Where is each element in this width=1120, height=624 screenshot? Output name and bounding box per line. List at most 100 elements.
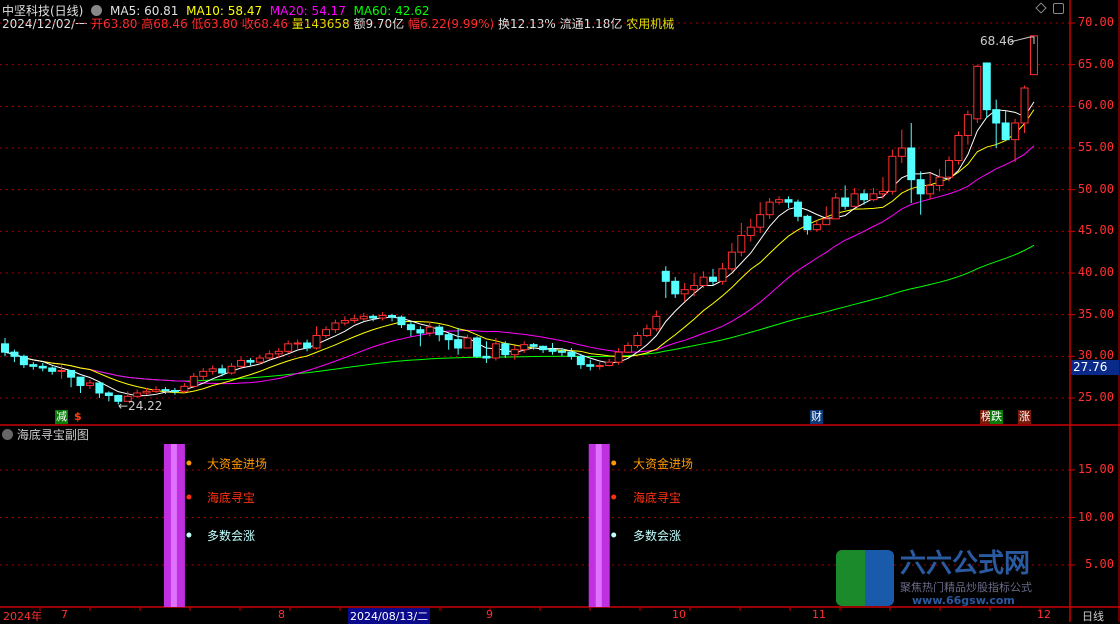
ma60-line xyxy=(4,244,1035,382)
candle-up xyxy=(652,315,661,330)
candle-up xyxy=(491,343,500,359)
candle-down xyxy=(473,337,481,357)
candle-down xyxy=(557,350,566,353)
candle-up xyxy=(973,65,982,120)
candle-up xyxy=(812,224,821,231)
candle-down xyxy=(388,314,397,318)
signal-dot xyxy=(186,460,192,466)
ma5-value: MA5: 60.81 xyxy=(110,4,179,18)
candle-up xyxy=(142,390,151,394)
quote-turnover: 换12.13% xyxy=(498,17,556,31)
chart-header-quote: 2024/12/02/一 开63.80 高68.46 低63.80 收68.46… xyxy=(2,15,674,32)
candle-down xyxy=(860,193,869,201)
candle-down xyxy=(369,315,378,319)
candle-up xyxy=(945,159,953,178)
signal-dot xyxy=(611,494,617,500)
current-price-marker: 27.76 xyxy=(1071,360,1119,375)
subchart-name: 海底寻宝副图 xyxy=(16,428,89,442)
candle-up xyxy=(954,134,963,161)
candle-down xyxy=(916,179,925,195)
candle-up xyxy=(680,289,689,295)
marker-die[interactable]: 跌 xyxy=(990,410,1003,424)
candle-up xyxy=(926,184,935,195)
marker-jian[interactable]: 减 xyxy=(55,410,68,424)
quote-low: 低63.80 xyxy=(191,17,238,31)
price-tick-label: 40.00 xyxy=(1077,264,1114,279)
candle-up xyxy=(331,322,340,331)
max-arrow xyxy=(1009,36,1035,44)
candle-down xyxy=(501,343,510,356)
marker-bang[interactable]: 榜 xyxy=(980,410,993,424)
date-cursor: 2024/08/13/二 xyxy=(348,608,431,624)
ma5-line xyxy=(4,101,1035,397)
candle-up xyxy=(321,329,330,336)
candle-down xyxy=(444,334,453,341)
signal-dot xyxy=(186,532,192,538)
signal-dot xyxy=(186,494,192,500)
candle-up xyxy=(123,395,132,402)
marker-dollar[interactable]: $ xyxy=(74,410,82,423)
candle-up xyxy=(690,284,699,291)
candle-down xyxy=(529,344,538,347)
sub-tick-label: 15.00 xyxy=(1077,462,1114,476)
watermark-url: www.66gsw.com xyxy=(912,594,1015,607)
price-tick-label: 30.00 xyxy=(1077,348,1114,363)
candle-down xyxy=(303,342,312,349)
candle-up xyxy=(265,353,274,359)
candle-down xyxy=(992,109,1001,124)
watermark-logo xyxy=(836,550,894,606)
subchart-title[interactable]: 海底寻宝副图 xyxy=(2,426,89,443)
signal-label-rise: 多数会涨 xyxy=(633,529,682,543)
candle-up xyxy=(642,328,651,336)
price-tick-label: 25.00 xyxy=(1077,389,1114,404)
price-tick-label: 65.00 xyxy=(1077,56,1114,71)
price-tick-label: 50.00 xyxy=(1077,181,1114,196)
candle-up xyxy=(208,368,217,372)
period-selector[interactable]: 日线 xyxy=(1082,610,1104,623)
dropdown-icon[interactable] xyxy=(91,5,103,16)
quote-float: 流通1.18亿 xyxy=(559,17,623,31)
quote-sector[interactable]: 农用机械 xyxy=(626,17,675,31)
candle-down xyxy=(10,351,19,357)
price-tick-label: 45.00 xyxy=(1077,223,1114,238)
candle-up xyxy=(718,268,727,282)
candle-up xyxy=(133,392,142,397)
panel-toggle-icon[interactable] xyxy=(1053,3,1064,14)
candle-down xyxy=(76,376,85,386)
signal-label-capital: 大资金进场 xyxy=(633,457,694,471)
candle-up xyxy=(850,193,859,207)
candle-down xyxy=(671,280,680,295)
candle-up xyxy=(737,234,746,253)
candle-up xyxy=(312,334,321,349)
signal-label-capital: 大资金进场 xyxy=(207,457,268,471)
candle-up xyxy=(227,365,236,374)
candle-up xyxy=(57,369,66,372)
candle-up xyxy=(1029,35,1038,76)
candle-up xyxy=(727,251,736,270)
date-month-12: 12 xyxy=(1037,608,1051,621)
candle-down xyxy=(576,355,585,366)
marker-zhang[interactable]: 涨 xyxy=(1018,410,1031,424)
date-month-11: 11 xyxy=(812,608,826,621)
ma10-line xyxy=(4,109,1035,394)
signal-bar-highlight xyxy=(595,444,602,607)
candle-down xyxy=(161,389,170,392)
candle-up xyxy=(237,359,245,367)
candle-down xyxy=(548,349,557,352)
quote-amount: 额9.70亿 xyxy=(353,17,405,31)
candle-down xyxy=(567,351,576,357)
price-tick-label: 70.00 xyxy=(1077,15,1114,29)
candle-up xyxy=(85,382,94,386)
candle-down xyxy=(586,364,595,367)
date-year: 2024年 xyxy=(3,610,42,623)
min-price-label: ←24.22 xyxy=(118,399,163,413)
stock-name: 中坚科技(日线) xyxy=(2,4,84,18)
candle-up xyxy=(189,375,198,387)
candle-up xyxy=(963,114,972,136)
candle-down xyxy=(661,270,670,282)
candle-up xyxy=(595,364,604,367)
candle-down xyxy=(784,199,793,203)
chevron-down-icon[interactable] xyxy=(2,429,13,440)
marker-cai[interactable]: 财 xyxy=(810,410,823,424)
